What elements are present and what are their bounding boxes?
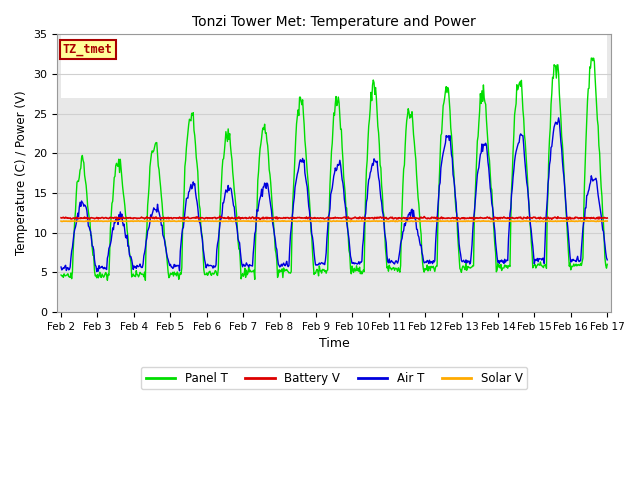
- Legend: Panel T, Battery V, Air T, Solar V: Panel T, Battery V, Air T, Solar V: [141, 367, 527, 389]
- Bar: [61, 35, 607, 98]
- Text: TZ_tmet: TZ_tmet: [63, 43, 113, 56]
- Title: Tonzi Tower Met: Temperature and Power: Tonzi Tower Met: Temperature and Power: [192, 15, 476, 29]
- X-axis label: Time: Time: [319, 337, 349, 350]
- Y-axis label: Temperature (C) / Power (V): Temperature (C) / Power (V): [15, 91, 28, 255]
